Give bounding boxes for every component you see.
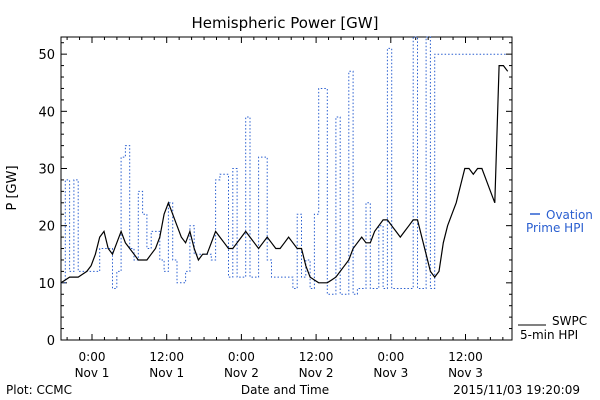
x-tick-date-label: Nov 1 (75, 366, 110, 380)
y-axis-label: P [GW] (5, 165, 20, 210)
y-tick-label: 40 (38, 105, 55, 120)
y-tick-label: 50 (38, 48, 55, 63)
plot-timestamp: 2015/11/03 19:20:09 (453, 383, 580, 397)
y-tick-label: 10 (38, 277, 55, 292)
legend-label-ovation-2: Prime HPI (526, 221, 584, 235)
y-tick-label: 30 (38, 162, 55, 177)
x-tick-time-label: 0:00 (79, 350, 106, 364)
legend-label-swpc-1: SWPC (552, 314, 587, 328)
series-line-1 (60, 65, 509, 284)
x-tick-time-label: 12:00 (448, 350, 483, 364)
axes-group: 0 10 20 30 40 50 0:00 Nov 1 12:00 Nov 1 0:00 Nov 2 1… (38, 36, 513, 380)
x-tick-date-label: Nov 3 (448, 366, 483, 380)
legend-label-swpc-2: 5-min HPI (520, 328, 578, 342)
plot-frame (60, 36, 513, 341)
series-line-0 (61, 36, 508, 295)
x-tick-date-label: Nov 2 (224, 366, 259, 380)
plot-credit: Plot: CCMC (6, 383, 72, 397)
series-group (60, 36, 509, 295)
x-tick-date-label: Nov 3 (373, 366, 408, 380)
y-tick-label: 0 (47, 334, 55, 349)
x-tick-time-label: 0:00 (377, 350, 404, 364)
y-tick-label: 20 (38, 220, 55, 235)
x-tick-time-label: 12:00 (299, 350, 334, 364)
x-axis-label: Date and Time (241, 383, 329, 397)
x-tick-date-label: Nov 2 (299, 366, 334, 380)
x-tick-date-label: Nov 1 (149, 366, 184, 380)
legend-label-ovation-1: Ovation (546, 208, 593, 222)
x-tick-time-label: 12:00 (149, 350, 184, 364)
chart-title: Hemispheric Power [GW] (192, 14, 379, 32)
x-tick-time-label: 0:00 (228, 350, 255, 364)
